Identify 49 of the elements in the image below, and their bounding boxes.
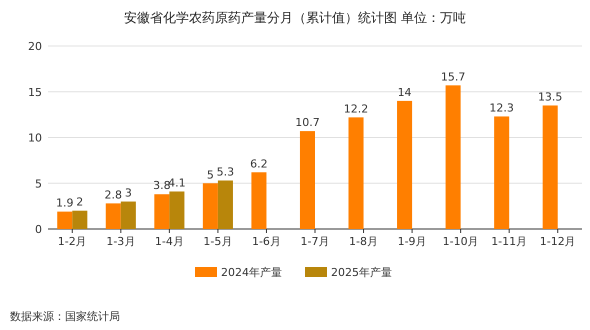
legend-label: 2024年产量 xyxy=(221,266,282,279)
data-label: 2 xyxy=(76,196,84,209)
chart-title: 安徽省化学农药原药产量分月（累计值）统计图 单位：万吨 xyxy=(124,10,466,26)
bar xyxy=(348,117,364,229)
data-label: 3.8 xyxy=(153,179,171,192)
bar xyxy=(218,180,233,229)
data-label: 3 xyxy=(124,186,132,200)
x-tick-label: 1-6月 xyxy=(252,235,281,248)
bar xyxy=(120,202,136,229)
x-tick-label: 1-7月 xyxy=(300,235,330,248)
x-tick-label: 1-9月 xyxy=(398,235,427,248)
bar xyxy=(57,212,72,229)
bar xyxy=(154,194,170,229)
x-tick-label: 1-3月 xyxy=(106,235,136,248)
y-tick-label: 0 xyxy=(35,223,42,236)
data-label: 1.9 xyxy=(56,196,74,210)
x-tick-label: 1-2月 xyxy=(58,235,87,248)
x-tick-label: 1-10月 xyxy=(442,235,479,248)
data-label: 10.7 xyxy=(295,116,320,130)
x-tick-label: 1-5月 xyxy=(203,235,232,248)
data-label: 12.2 xyxy=(344,102,368,116)
data-label: 15.7 xyxy=(440,70,466,84)
bar xyxy=(106,203,121,229)
y-tick-label: 10 xyxy=(28,132,42,144)
source-note: 数据来源：国家统计局 xyxy=(10,310,120,323)
bar xyxy=(397,100,412,229)
x-tick-label: 1-12月 xyxy=(540,235,576,248)
bar xyxy=(446,85,461,229)
bar xyxy=(494,116,510,229)
data-label: 14 xyxy=(398,86,412,99)
bar xyxy=(202,183,218,229)
legend-label: 2025年产量 xyxy=(331,266,392,279)
data-label: 13.5 xyxy=(538,90,562,104)
y-tick-label: 5 xyxy=(35,177,42,190)
data-label: 6.2 xyxy=(250,157,268,170)
bar xyxy=(169,191,184,229)
data-label: 5.3 xyxy=(216,166,234,179)
y-tick-label: 20 xyxy=(28,40,42,53)
bar xyxy=(542,105,558,229)
x-tick-label: 1-8月 xyxy=(349,235,378,248)
bar xyxy=(72,210,88,229)
data-label: 5 xyxy=(206,168,214,182)
bar xyxy=(300,131,315,229)
y-tick-label: 15 xyxy=(28,86,42,99)
x-tick-label: 1-4月 xyxy=(154,235,184,248)
x-tick-label: 1-11月 xyxy=(491,235,528,248)
data-label: 12.3 xyxy=(489,101,514,114)
data-label: 2.8 xyxy=(104,188,122,202)
bar xyxy=(251,172,266,229)
